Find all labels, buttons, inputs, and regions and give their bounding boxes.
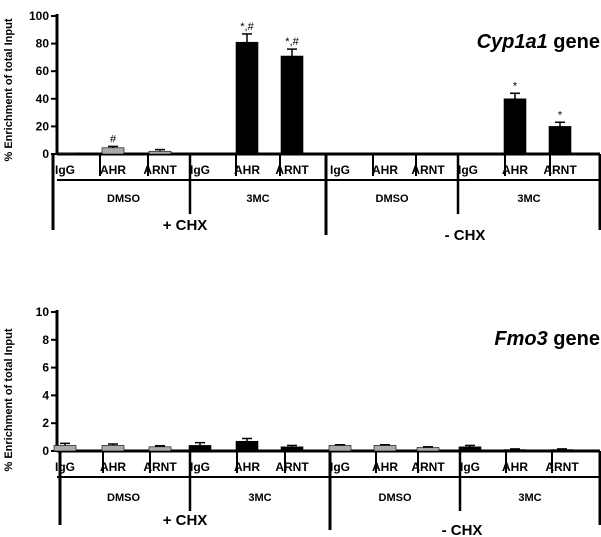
y-tick-label: 0 [42, 147, 49, 161]
y-tick-label: 6 [42, 361, 49, 375]
condition-label: - CHX [445, 227, 486, 244]
bar-ahr-11 [503, 449, 527, 452]
x-category-label: IgG [458, 163, 478, 177]
group-label-dmso: DMSO [107, 492, 140, 504]
y-tick-label: 0 [42, 444, 49, 458]
gene-suffix: gene [548, 328, 600, 350]
bar-igg-1 [53, 153, 77, 155]
y-tick-label: 20 [36, 119, 50, 133]
bar-igg-7 [328, 445, 352, 452]
x-category-label: AHR [502, 163, 528, 177]
chart-title: Fmo3 gene [494, 328, 600, 350]
bar-ahr-5 [235, 440, 259, 452]
significance-label: * [513, 80, 518, 92]
y-tick-label: 80 [36, 37, 50, 51]
y-tick-label: 8 [42, 333, 49, 347]
group-label-3mc: 3MC [518, 492, 541, 504]
x-category-label: ARNT [143, 163, 177, 177]
significance-label: *,# [240, 21, 254, 33]
y-tick-label: 60 [36, 64, 50, 78]
group-label-dmso: DMSO [376, 193, 409, 205]
group-label-3mc: 3MC [248, 492, 271, 504]
chart-title: Cyp1a1 gene [477, 31, 600, 53]
bar-ahr-2 [101, 445, 125, 452]
y-tick-label: 40 [36, 92, 50, 106]
gene-suffix: gene [548, 31, 600, 53]
bar-ahr-11 [503, 98, 527, 155]
bar-arnt-12 [548, 126, 572, 155]
x-category-label: ARNT [275, 460, 309, 474]
bar-arnt-6 [280, 55, 304, 155]
x-category-label: ARNT [275, 163, 309, 177]
bar-arnt-12 [550, 449, 574, 452]
y-tick-label: 100 [29, 9, 49, 23]
gene-name: Fmo3 [494, 328, 547, 350]
y-axis-label: % Enrichment of total Input [3, 328, 15, 471]
y-tick-label: 4 [42, 388, 49, 402]
x-category-label: IgG [55, 163, 75, 177]
bar-ahr-5 [235, 41, 259, 155]
bar-arnt-3 [148, 150, 172, 155]
condition-label: + CHX [163, 512, 208, 529]
bar-igg-1 [53, 445, 77, 452]
bar-ahr-8 [373, 445, 397, 452]
x-category-label: ARNT [411, 460, 445, 474]
group-label-dmso: DMSO [107, 193, 140, 205]
group-label-3mc: 3MC [517, 193, 540, 205]
bar-ahr-2 [101, 147, 125, 155]
bar-igg-10 [458, 446, 482, 452]
x-category-label: IgG [55, 460, 75, 474]
gene-name: Cyp1a1 [477, 31, 548, 53]
x-category-label: ARNT [545, 460, 579, 474]
chart-panel-1: Cyp1a1 gene % Enrichment of total Input 0 2… [3, 9, 601, 244]
condition-label: - CHX [442, 522, 483, 537]
bar-arnt-6 [280, 446, 304, 452]
chart-panel-2: Fmo3 gene % Enrichment of total Input 0 2 4 6… [3, 305, 601, 537]
x-category-label: IgG [190, 460, 210, 474]
x-category-label: AHR [100, 460, 126, 474]
y-tick-label: 10 [36, 305, 50, 319]
x-category-label: AHR [234, 163, 260, 177]
x-category-label: ARNT [143, 460, 177, 474]
x-category-label: IgG [330, 163, 350, 177]
bar-arnt-3 [148, 446, 172, 452]
group-label-3mc: 3MC [246, 193, 269, 205]
bar-arnt-9 [416, 447, 440, 452]
x-category-label: IgG [330, 460, 350, 474]
y-tick-label: 2 [42, 416, 49, 430]
significance-label: *,# [285, 36, 299, 48]
x-category-label: AHR [100, 163, 126, 177]
y-axis-label: % Enrichment of total Input [3, 18, 15, 161]
condition-label: + CHX [163, 217, 208, 234]
x-category-label: AHR [502, 460, 528, 474]
x-category-label: AHR [372, 460, 398, 474]
x-category-label: IgG [460, 460, 480, 474]
bar-igg-4 [188, 445, 212, 452]
x-category-label: ARNT [411, 163, 445, 177]
group-label-dmso: DMSO [379, 492, 412, 504]
x-category-label: IgG [190, 163, 210, 177]
significance-label: * [558, 109, 563, 121]
x-category-label: AHR [234, 460, 260, 474]
x-category-label: AHR [372, 163, 398, 177]
significance-label: # [110, 133, 117, 145]
x-category-label: ARNT [543, 163, 577, 177]
